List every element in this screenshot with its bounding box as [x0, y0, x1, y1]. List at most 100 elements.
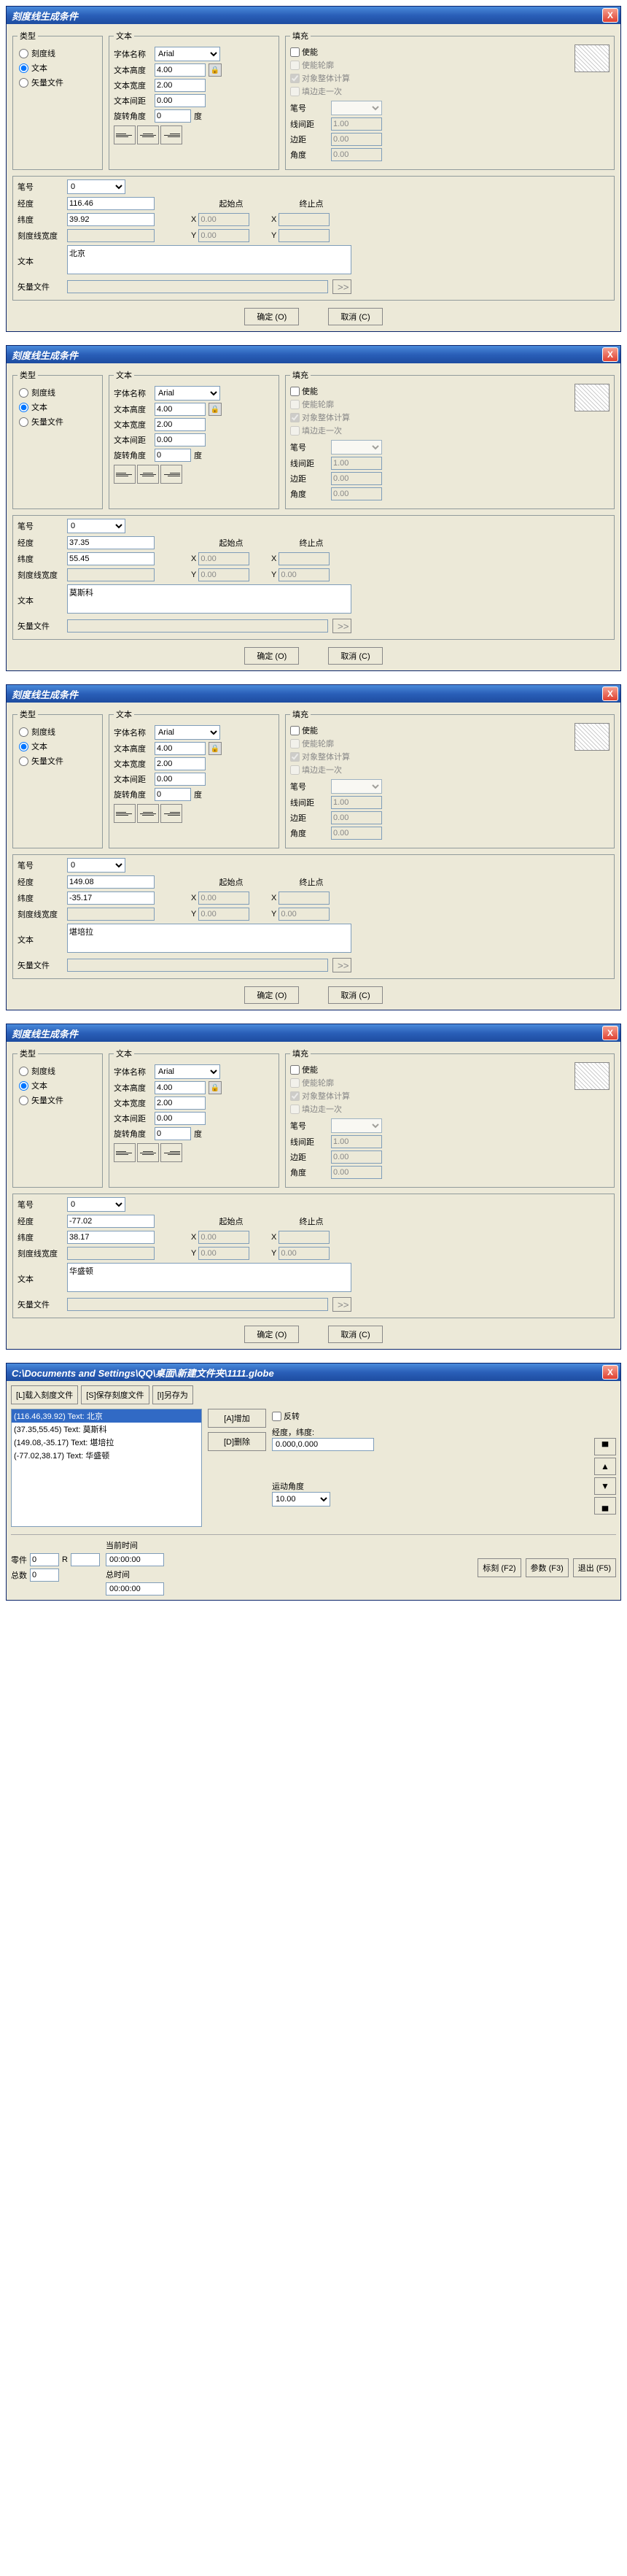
text-height-input[interactable]	[155, 63, 206, 77]
move-down-button[interactable]: ▼	[594, 1477, 616, 1495]
close-icon[interactable]: X	[602, 347, 618, 362]
text-content-textarea[interactable]: 莫斯科	[67, 584, 351, 614]
fill-enable-checkbox[interactable]	[290, 1065, 300, 1075]
lock-icon[interactable]: 🔒	[209, 403, 222, 416]
add-button[interactable]: [A]增加	[208, 1409, 266, 1428]
pen-select[interactable]: 0	[67, 519, 125, 533]
text-width-input[interactable]	[155, 757, 206, 770]
align-right-button[interactable]	[160, 1143, 182, 1162]
longitude-input[interactable]	[67, 536, 155, 549]
fill-enable-checkbox[interactable]	[290, 387, 300, 396]
align-left-button[interactable]	[114, 125, 136, 144]
ok-button[interactable]: 确定 (O)	[244, 986, 299, 1004]
close-icon[interactable]: X	[602, 1365, 618, 1380]
type-scale-radio[interactable]	[19, 1067, 28, 1076]
type-text-radio[interactable]	[19, 403, 28, 412]
type-text-radio[interactable]	[19, 1081, 28, 1091]
exit-button[interactable]: 退出 (F5)	[573, 1558, 616, 1577]
cancel-button[interactable]: 取消 (C)	[328, 1326, 382, 1343]
text-content-textarea[interactable]: 北京	[67, 245, 351, 274]
close-icon[interactable]: X	[602, 1026, 618, 1040]
move-top-button[interactable]: ▀	[594, 1438, 616, 1455]
text-spacing-input[interactable]	[155, 1112, 206, 1125]
type-vector-radio[interactable]	[19, 1096, 28, 1105]
lock-icon[interactable]: 🔒	[209, 1081, 222, 1094]
text-content-textarea[interactable]: 堪培拉	[67, 924, 351, 953]
font-name-select[interactable]: Arial	[155, 1064, 220, 1079]
list-item[interactable]: (-77.02,38.17) Text: 华盛顿	[12, 1449, 201, 1462]
save-as-button[interactable]: [I]另存为	[152, 1385, 193, 1404]
param-button[interactable]: 参数 (F3)	[526, 1558, 569, 1577]
cancel-button[interactable]: 取消 (C)	[328, 647, 382, 665]
type-scale-radio[interactable]	[19, 49, 28, 58]
rotation-input[interactable]	[155, 109, 191, 123]
cancel-button[interactable]: 取消 (C)	[328, 986, 382, 1004]
total-input[interactable]	[30, 1569, 59, 1582]
align-center-button[interactable]	[137, 465, 159, 484]
fill-enable-checkbox[interactable]	[290, 47, 300, 57]
delete-button[interactable]: [D]删除	[208, 1432, 266, 1451]
text-spacing-input[interactable]	[155, 94, 206, 107]
load-file-button[interactable]: [L]载入刻度文件	[11, 1385, 78, 1404]
text-content-textarea[interactable]: 华盛顿	[67, 1263, 351, 1292]
type-vector-radio[interactable]	[19, 757, 28, 766]
pen-select[interactable]: 0	[67, 1197, 125, 1212]
rotation-input[interactable]	[155, 449, 191, 462]
latitude-input[interactable]	[67, 891, 155, 905]
move-angle-select[interactable]: 10.00	[272, 1492, 330, 1506]
text-spacing-input[interactable]	[155, 773, 206, 786]
longitude-input[interactable]	[67, 197, 155, 210]
ok-button[interactable]: 确定 (O)	[244, 1326, 299, 1343]
rotation-input[interactable]	[155, 788, 191, 801]
text-height-input[interactable]	[155, 742, 206, 755]
type-text-radio[interactable]	[19, 63, 28, 73]
text-spacing-input[interactable]	[155, 433, 206, 446]
type-text-radio[interactable]	[19, 742, 28, 751]
type-scale-radio[interactable]	[19, 727, 28, 737]
align-center-button[interactable]	[137, 1143, 159, 1162]
pen-select[interactable]: 0	[67, 179, 125, 194]
font-name-select[interactable]: Arial	[155, 386, 220, 401]
text-height-input[interactable]	[155, 403, 206, 416]
align-right-button[interactable]	[160, 465, 182, 484]
close-icon[interactable]: X	[602, 8, 618, 23]
text-width-input[interactable]	[155, 1096, 206, 1110]
type-scale-radio[interactable]	[19, 388, 28, 398]
align-center-button[interactable]	[137, 804, 159, 823]
list-item[interactable]: (37.35,55.45) Text: 莫斯科	[12, 1423, 201, 1436]
rotation-input[interactable]	[155, 1127, 191, 1140]
type-vector-radio[interactable]	[19, 78, 28, 88]
lock-icon[interactable]: 🔒	[209, 742, 222, 755]
close-icon[interactable]: X	[602, 686, 618, 701]
mark-button[interactable]: 标刻 (F2)	[478, 1558, 521, 1577]
longitude-input[interactable]	[67, 875, 155, 889]
align-right-button[interactable]	[160, 804, 182, 823]
text-width-input[interactable]	[155, 418, 206, 431]
pen-select[interactable]: 0	[67, 858, 125, 873]
align-left-button[interactable]	[114, 465, 136, 484]
move-up-button[interactable]: ▲	[594, 1458, 616, 1475]
latitude-input[interactable]	[67, 552, 155, 565]
align-left-button[interactable]	[114, 1143, 136, 1162]
list-item[interactable]: (149.08,-35.17) Text: 堪培拉	[12, 1436, 201, 1449]
cancel-button[interactable]: 取消 (C)	[328, 308, 382, 325]
r-input[interactable]	[71, 1553, 100, 1566]
font-name-select[interactable]: Arial	[155, 47, 220, 61]
ok-button[interactable]: 确定 (O)	[244, 308, 299, 325]
list-item[interactable]: (116.46,39.92) Text: 北京	[12, 1409, 201, 1423]
text-height-input[interactable]	[155, 1081, 206, 1094]
fill-enable-checkbox[interactable]	[290, 726, 300, 735]
font-name-select[interactable]: Arial	[155, 725, 220, 740]
lock-icon[interactable]: 🔒	[209, 63, 222, 77]
parts-input[interactable]	[30, 1553, 59, 1566]
align-center-button[interactable]	[137, 125, 159, 144]
latitude-input[interactable]	[67, 1231, 155, 1244]
align-left-button[interactable]	[114, 804, 136, 823]
inverse-checkbox[interactable]	[272, 1412, 281, 1421]
move-bottom-button[interactable]: ▄	[594, 1497, 616, 1515]
text-width-input[interactable]	[155, 79, 206, 92]
align-right-button[interactable]	[160, 125, 182, 144]
save-file-button[interactable]: [S]保存刻度文件	[81, 1385, 149, 1404]
ok-button[interactable]: 确定 (O)	[244, 647, 299, 665]
type-vector-radio[interactable]	[19, 417, 28, 427]
